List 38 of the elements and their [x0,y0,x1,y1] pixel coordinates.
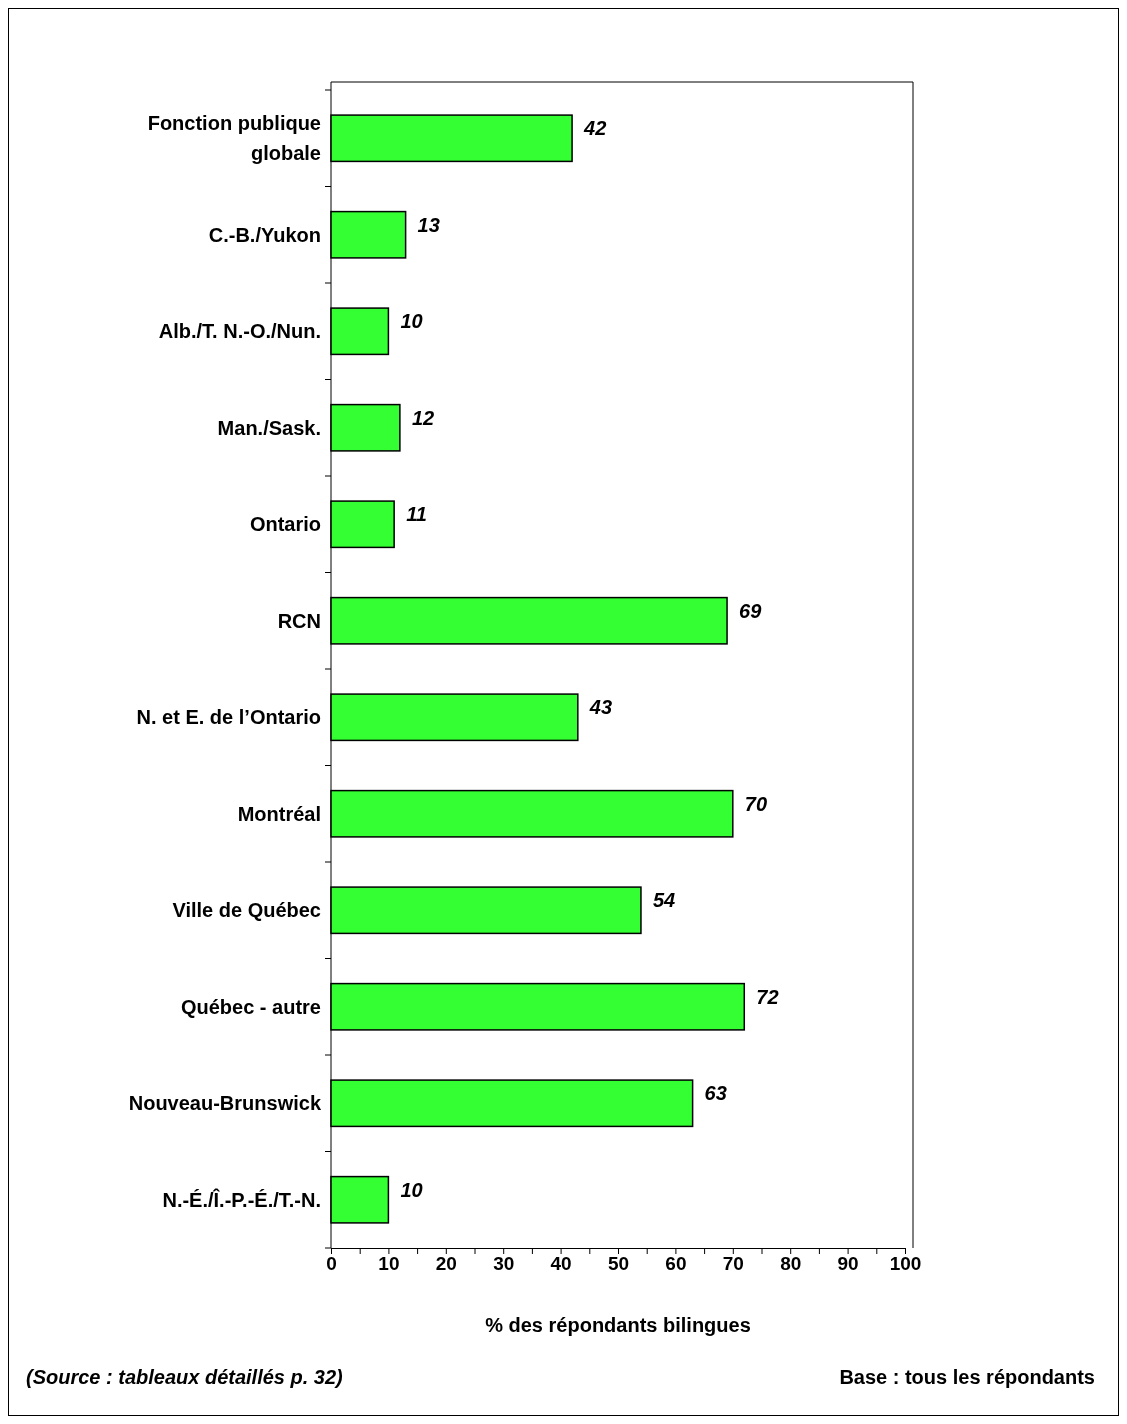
data-label: 10 [400,1178,423,1201]
x-tick-label: 10 [378,1253,400,1275]
y-tick-label: Ville de Québec [172,899,321,922]
x-tick-label: 40 [550,1253,572,1275]
data-label: 43 [588,696,613,719]
data-label: 12 [411,406,435,429]
data-label: 63 [704,1082,727,1105]
y-tick-label: Man./Sask. [217,416,321,439]
text: (Source : tableaux détaillés p. 32) [26,1366,344,1388]
y-tick-label: Québec - autre [180,995,321,1018]
data-label: 13 [417,213,440,236]
data-label: 70 [744,792,768,815]
y-tick-label: Fonction publique globale [147,112,321,165]
y-tick-label: N.-É./Î.-P.-É./T.-N. [162,1187,321,1211]
y-tick-label: N. et E. de l’Ontario [136,706,321,729]
x-tick-label: 70 [722,1253,744,1275]
data-label: 69 [739,599,763,622]
data-label: 10 [400,310,423,333]
x-tick-label: 60 [665,1253,687,1275]
data-label: 42 [583,117,607,140]
x-axis-title: % des répondants bilingues [485,1314,751,1336]
y-tick-label: RCN [277,609,321,632]
y-tick-label: Ontario [249,513,321,536]
y-tick-label: Alb./T. N.-O./Nun. [158,320,321,343]
x-tick-label: 100 [889,1253,922,1275]
x-tick-label: 20 [435,1253,457,1275]
y-tick-label: Montréal [237,802,321,825]
data-label: 72 [756,985,779,1008]
y-tick-label: C.-B./Yukon [208,223,321,246]
data-label: 11 [406,503,427,526]
y-tick-label: Nouveau-Brunswick [128,1092,322,1115]
x-tick-label: 30 [493,1253,515,1275]
x-tick-label: 50 [607,1253,630,1275]
x-tick-label: 80 [780,1253,802,1275]
x-tick-label: 90 [837,1253,859,1275]
text: Base : tous les répondants [839,1366,1095,1388]
x-tick-label: 0 [326,1253,337,1275]
data-label: 54 [652,889,676,912]
